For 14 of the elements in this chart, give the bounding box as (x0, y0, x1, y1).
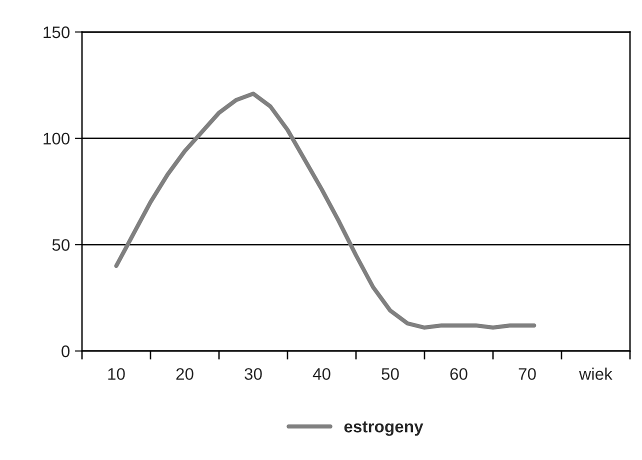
x-tick-label: 50 (382, 368, 399, 380)
y-tick-label: 150 (44, 26, 70, 38)
x-tick-label: 10 (108, 368, 125, 380)
y-tick-label: 50 (52, 239, 70, 251)
legend-label: estrogeny (344, 421, 424, 436)
x-tick-label: 40 (312, 368, 330, 380)
x-tick-label: 20 (176, 368, 194, 380)
x-tick-label: 60 (450, 368, 468, 380)
x-tick-label: wiek (579, 368, 612, 380)
line-series (114, 92, 536, 330)
x-tick-label: 30 (244, 368, 262, 380)
y-tick-label: 100 (44, 132, 70, 145)
x-tick-label: 70 (518, 368, 536, 380)
y-tick-label: 0 (62, 345, 70, 358)
